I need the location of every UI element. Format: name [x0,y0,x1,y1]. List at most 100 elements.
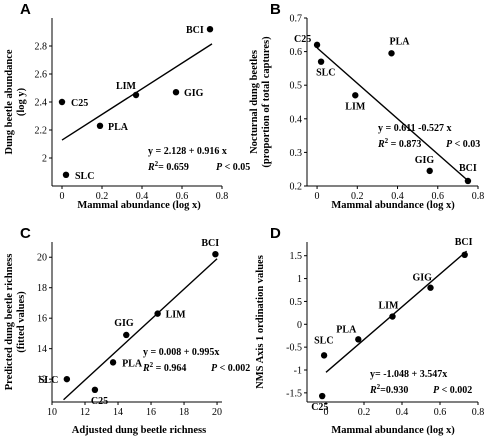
panel-a-point-bci [206,26,214,33]
panel-a-point-label-gig: GIG [184,88,204,99]
panel-b-y-tick-label: 0.4 [290,114,303,125]
panel-c-r-squared: R2 = 0.964 [142,361,186,374]
panel-b-y-tick-label: 0.2 [290,182,303,193]
panel-c-point-bci [212,250,219,258]
panel-a-point-pla [96,122,104,129]
panel-a-p-value: P < 0.05 [216,162,250,173]
panel-a-equation: y = 2.128 + 0.916 x [148,146,227,157]
panel-b-y-tick-label: 0.7 [290,14,303,25]
panel-a-point-lim [132,91,140,99]
panel-a-point-c25 [58,98,66,106]
panel-b-y-tick-label: 0.5 [290,81,303,92]
panel-d-equation: y= -1.048 + 3.547x [370,369,447,380]
panel-c-x-tick-label: 14 [113,407,123,418]
panel-d-point-label-slc: SLC [314,335,333,346]
panel-c-p-value: P < 0.002 [211,363,250,374]
panel-a-x-tick-label: 0 [60,191,65,202]
panel-c-y-tick-label: 14 [37,344,47,355]
panel-d-y-axis-label: NMS Axis 1 ordination values [255,255,266,389]
panel-d-point-label-gig: GIG [413,273,433,284]
panel-a-point-label-c25: C25 [71,98,88,109]
panel-a-x-tick-label: 0.4 [136,191,149,202]
panel-b-r-squared: R2 = 0.873 [377,137,421,150]
panel-b-x-tick-label: 0.2 [351,191,364,202]
panel-a-point-label-bci: BCI [186,25,204,36]
panel-d-y-tick-label: -0.5 [286,343,302,354]
panel-b-point-c25 [313,41,321,49]
panel-a-y-tick-label: 2.2 [35,126,48,137]
panel-c-x-axis-label: Adjusted dung beetle richness [72,425,206,436]
panel-c-x-tick-label: 18 [179,407,189,418]
panel-d-y-tick-label: -1.5 [286,388,302,399]
panel-b-x-tick-label: 0 [315,191,320,202]
panel-d-y-tick-label: 0 [297,320,302,331]
panel-b-x-axis-label: Mammal abundance (log x) [331,200,455,211]
panel-c-point-c25 [91,386,99,394]
panel-d-x-tick-label: 0.6 [434,407,447,418]
panel-b-regression-line [316,47,469,182]
panel-b-point-label-c25: C25 [294,34,311,45]
panel-b-point-label-lim: LIM [345,101,366,112]
panel-a-point-label-slc: SLC [75,171,94,182]
panel-a-point-label-pla: PLA [108,122,129,133]
panel-c-point-label-c25: C25 [91,396,108,407]
panel-b-y-tick-label: 0.6 [290,47,303,58]
panel-b-point-gig [426,167,433,175]
panel-d-point-label-c25: C25 [311,402,328,413]
panel-b-p-value: P < 0.03 [446,139,480,150]
panel-b-point-lim [352,92,359,99]
panel-c-point-pla [109,359,117,366]
panel-a-y-tick-label: 2 [42,154,47,165]
panel-c-y-tick-label: 16 [37,314,47,325]
panel-d-y-tick-label: -1 [294,366,302,377]
panel-c-x-tick-label: 12 [80,407,90,418]
panel-a-point-label-lim: LIM [116,81,137,92]
panel-b-point-slc [317,58,325,65]
panel-a-y-tick-label: 2.8 [35,42,48,53]
panel-b-x-tick-label: 0.6 [432,191,445,202]
panel-b-y-axis-label-2: (proportion of total captures) [261,36,272,168]
panel-c-y-tick-label: 18 [37,283,47,294]
panel-d-x-axis-label: Mammal abundance (log x) [331,425,455,436]
panel-c-x-tick-label: 10 [47,407,57,418]
panel-c-point-lim [154,310,161,317]
panel-c-point-label-lim: LIM [166,310,187,321]
panel-c-y-axis-label: Predicted dung beetle richness [4,254,15,391]
panel-d-y-tick-label: 1.5 [290,251,303,262]
panel-b-point-label-gig: GIG [415,155,435,166]
panel-a-x-axis-label: Mammal abundance (log x) [77,200,201,211]
panel-d-y-tick-label: 0.5 [290,297,303,308]
panel-a-y-tick-label: 2.4 [35,98,48,109]
panel-b-point-pla [388,50,395,57]
panel-b-x-tick-label: 0.8 [472,191,485,202]
panel-c-point-label-slc: SLC [39,375,58,386]
panel-d-point-pla [355,336,362,343]
panel-d-point-label-lim: LIM [379,301,400,312]
panel-c-regression-line [63,258,218,401]
panel-a-y-tick-label: 2.6 [35,70,48,81]
panel-a-x-tick-label: 0.2 [96,191,109,202]
panel-d-x-tick-label: 0.4 [396,407,409,418]
panel-c-point-label-pla: PLA [122,358,143,369]
panel-b-point-label-bci: BCI [459,163,477,174]
panel-b-point-label-slc: SLC [316,68,335,79]
panel-d-x-tick-label: 0.2 [358,407,371,418]
panel-c-x-tick-label: 20 [212,407,222,418]
panel-d-x-tick-label: 0.8 [472,407,485,418]
panel-b-point-label-pla: PLA [389,36,410,47]
panel-c-y-axis-label-2: (fitted values) [16,291,27,353]
panel-a-y-axis-label-2: (log y) [16,87,27,116]
panel-c-point-slc [63,375,71,383]
panel-d-y-tick-label: 1 [297,274,302,285]
panel-c-x-tick-label: 16 [146,407,156,418]
panel-c-equation: y = 0.008 + 0.995x [143,347,219,358]
panel-d-point-bci [461,251,468,258]
panel-c-point-label-gig: GIG [114,318,134,329]
panel-a-r-squared: R2= 0.659 [147,160,189,173]
panel-d-point-label-bci: BCI [455,237,473,248]
panel-a-x-tick-label: 0.6 [176,191,189,202]
panel-b-x-tick-label: 0.4 [391,191,404,202]
panel-d-regression-line [325,250,468,373]
panel-a-point-gig [172,89,180,96]
